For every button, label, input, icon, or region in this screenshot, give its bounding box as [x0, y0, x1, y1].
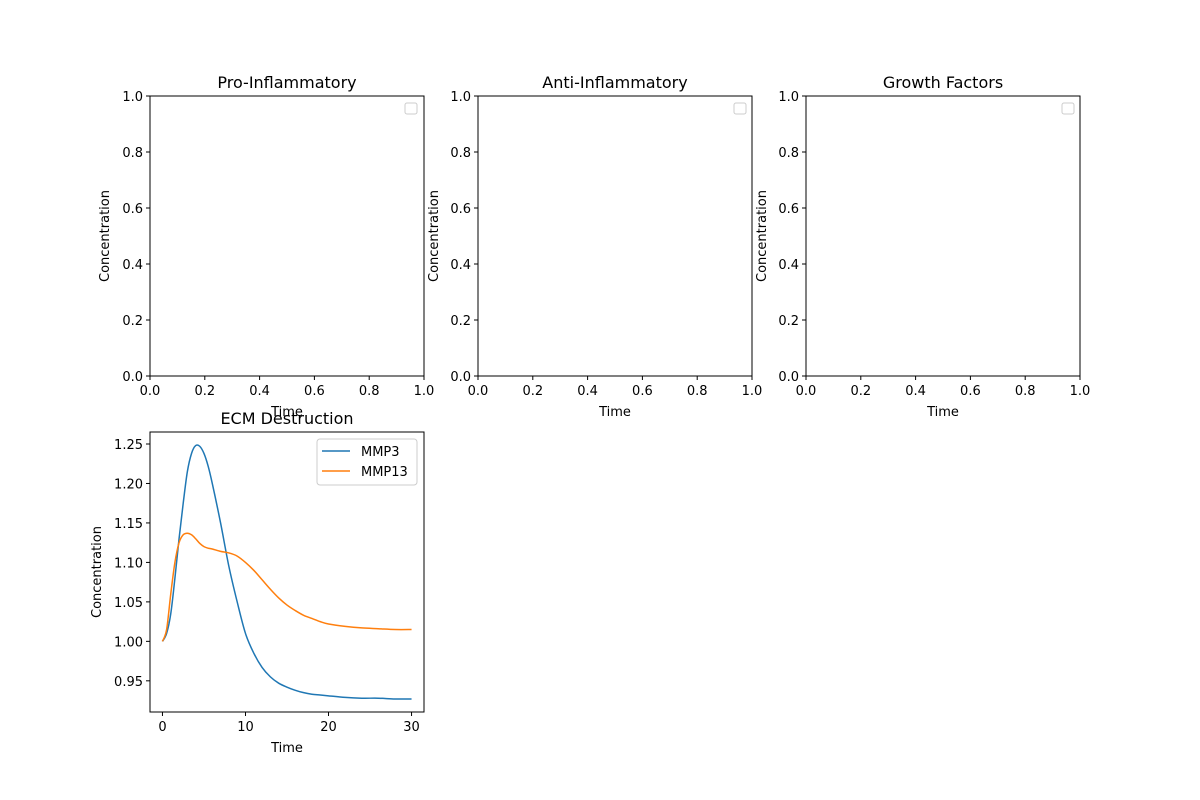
- subplot-title: ECM Destruction: [220, 409, 353, 428]
- subplot-anti-inflammatory: Anti-Inflammatory 0.0 0.2 0.4 0.6 0.8 1.0 0.0 0…: [427, 73, 762, 420]
- axes-frame: [477, 95, 753, 377]
- x-axis-label: Time: [270, 741, 303, 756]
- legend-box: [733, 102, 747, 115]
- axes-frame: [805, 95, 1081, 377]
- y-tick-label: 0.4: [122, 258, 143, 273]
- y-tick-label: 0.8: [778, 146, 799, 161]
- subplot-title: Anti-Inflammatory: [542, 73, 687, 92]
- y-tick-label: 1.10: [114, 556, 143, 571]
- subplot-growth-factors: Growth Factors 0.0 0.2 0.4 0.6 0.8 1.0 0.0 0.2 0…: [755, 73, 1090, 420]
- x-tick-label: 0.0: [796, 384, 817, 399]
- x-tick-label: 0.2: [194, 384, 215, 399]
- x-tick-label: 1.0: [742, 384, 763, 399]
- y-tick-label: 0.6: [778, 202, 799, 217]
- y-axis-label: Concentration: [427, 190, 442, 282]
- subplot-ecm-destruction: ECM Destruction 0 10 20 30 0.95 1.00 1.05 1.10 1…: [90, 409, 425, 756]
- series-layer: [161, 444, 412, 700]
- x-tick-label: 20: [320, 720, 337, 735]
- y-tick-label: 1.05: [114, 596, 143, 611]
- y-axis-label: Concentration: [98, 190, 113, 282]
- x-tick-label: 1.0: [1070, 384, 1091, 399]
- subplot-title: Pro-Inflammatory: [217, 73, 356, 92]
- y-tick-label: 1.15: [114, 517, 143, 532]
- x-tick-label: 0.6: [304, 384, 325, 399]
- y-tick-label: 0.6: [450, 202, 471, 217]
- y-tick-label: 0.2: [450, 314, 471, 329]
- y-axis-label: Concentration: [90, 526, 105, 618]
- x-tick-label: 0.2: [850, 384, 871, 399]
- subplot-title: Growth Factors: [883, 73, 1003, 92]
- x-tick-label: 0.4: [905, 384, 926, 399]
- x-tick-label: 0.0: [468, 384, 489, 399]
- x-axis-label: Time: [598, 405, 631, 420]
- x-axis-label: Time: [926, 405, 959, 420]
- legend-box: [1061, 102, 1075, 115]
- x-tick-label: 0.8: [687, 384, 708, 399]
- y-tick-label: 0.95: [114, 675, 143, 690]
- y-tick-label: 0.6: [122, 202, 143, 217]
- y-tick-label: 0.2: [778, 314, 799, 329]
- x-tick-label: 0: [158, 720, 166, 735]
- legend-label-mmp3: MMP3: [361, 445, 400, 460]
- y-tick-label: 0.0: [122, 370, 143, 385]
- y-tick-label: 1.20: [114, 477, 143, 492]
- legend-box: [404, 102, 418, 115]
- x-tick-label: 0.0: [140, 384, 161, 399]
- y-tick-label: 1.00: [114, 635, 143, 650]
- y-tick-label: 0.8: [122, 146, 143, 161]
- y-tick-label: 0.8: [450, 146, 471, 161]
- y-tick-label: 0.0: [450, 370, 471, 385]
- x-tick-label: 1.0: [414, 384, 435, 399]
- axes-frame: [149, 95, 425, 377]
- series-line-mmp13: [161, 532, 412, 642]
- x-tick-label: 0.6: [632, 384, 653, 399]
- axes-frame: [149, 431, 425, 713]
- y-tick-label: 0.2: [122, 314, 143, 329]
- x-tick-label: 10: [237, 720, 254, 735]
- y-tick-label: 0.4: [778, 258, 799, 273]
- y-tick-label: 1.0: [778, 90, 799, 105]
- legend: MMP3 MMP13: [316, 438, 418, 486]
- y-tick-label: 1.0: [122, 90, 143, 105]
- series-line-mmp3: [161, 444, 412, 700]
- x-tick-label: 0.2: [522, 384, 543, 399]
- legend-label-mmp13: MMP13: [361, 465, 408, 480]
- y-tick-label: 1.25: [114, 438, 143, 453]
- x-tick-label: 30: [403, 720, 420, 735]
- x-tick-label: 0.4: [249, 384, 270, 399]
- y-tick-label: 1.0: [450, 90, 471, 105]
- y-tick-label: 0.4: [450, 258, 471, 273]
- subplot-pro-inflammatory: Pro-Inflammatory 0.0 0.2 0.4 0.6 0.8 1.0 0.0 0.…: [98, 73, 434, 420]
- y-axis-label: Concentration: [755, 190, 770, 282]
- y-tick-label: 0.0: [778, 370, 799, 385]
- x-tick-label: 0.4: [577, 384, 598, 399]
- x-tick-label: 0.8: [359, 384, 380, 399]
- x-axis-label: Time: [270, 405, 303, 420]
- x-tick-label: 0.6: [960, 384, 981, 399]
- x-tick-label: 0.8: [1015, 384, 1036, 399]
